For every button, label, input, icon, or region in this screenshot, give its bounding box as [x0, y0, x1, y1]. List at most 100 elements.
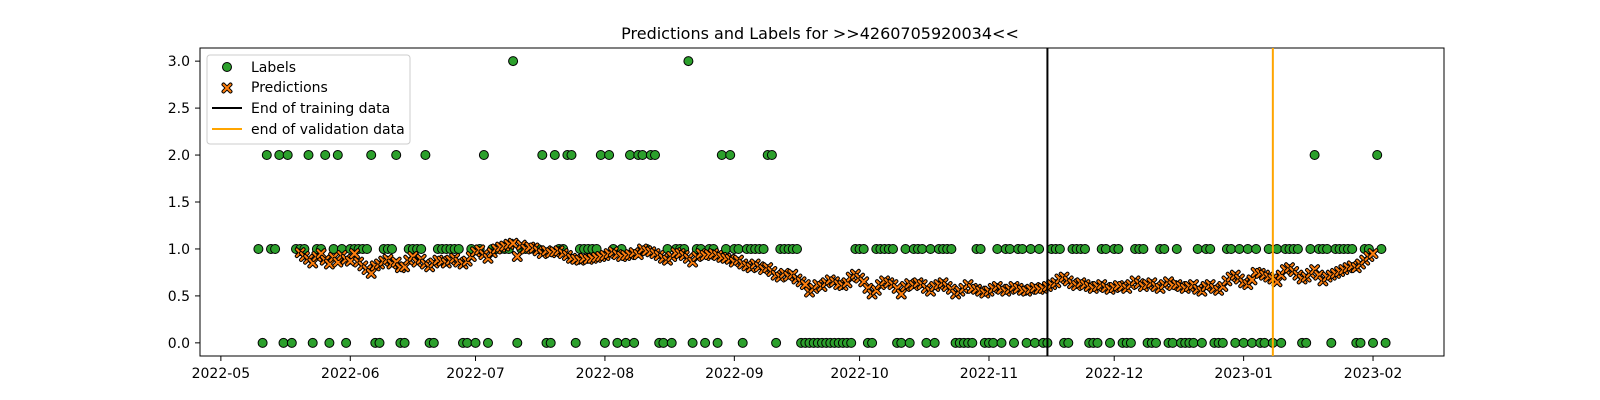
label-point — [1159, 244, 1170, 254]
label-point — [1226, 244, 1237, 254]
label-point — [387, 244, 397, 254]
label-point — [967, 337, 978, 348]
label-point — [1301, 337, 1312, 348]
prediction-point — [349, 248, 360, 259]
legend: Labels Predictions End of training data … — [206, 54, 411, 145]
label-point — [324, 337, 335, 348]
label-point — [1205, 244, 1216, 254]
label-point — [420, 150, 431, 160]
label-point — [629, 337, 640, 348]
label-point — [1230, 337, 1241, 348]
label-point — [391, 150, 402, 160]
label-point — [1029, 337, 1040, 348]
label-point — [483, 337, 493, 348]
label-point — [1372, 150, 1383, 160]
label-point — [946, 244, 957, 254]
label-point — [261, 150, 272, 160]
label-point — [620, 337, 631, 348]
label-point — [1004, 244, 1015, 254]
x-tick-label: 2022-07 — [446, 366, 505, 382]
label-point — [766, 150, 777, 160]
prediction-point — [1367, 248, 1379, 259]
label-point — [1322, 244, 1333, 254]
label-point — [904, 337, 915, 348]
x-axis: 2022-05 2022-06 2022-07 2022-08 2022-09 2022-… — [192, 356, 1402, 382]
label-point — [1171, 244, 1182, 254]
x-tick-label: 2022-10 — [830, 366, 889, 382]
label-point — [737, 337, 748, 348]
label-point — [1063, 337, 1074, 348]
label-point — [1376, 244, 1387, 254]
legend-validation-text: end of validation data — [251, 122, 405, 138]
label-point — [253, 244, 264, 254]
label-point — [896, 337, 907, 348]
label-point — [307, 337, 318, 348]
x-tick-label: 2022-08 — [576, 366, 635, 382]
label-point — [453, 244, 464, 254]
label-point — [1347, 244, 1358, 254]
x-tick-label: 2022-11 — [960, 366, 1019, 382]
legend-labels-marker — [222, 62, 232, 72]
label-point — [604, 150, 615, 160]
label-point — [366, 150, 377, 160]
label-point — [1092, 337, 1103, 348]
y-axis: 0.0 0.5 1.0 1.5 2.0 2.5 3.0 — [168, 54, 200, 352]
prediction-marker-fill — [366, 269, 376, 278]
label-point — [545, 337, 556, 348]
label-point — [1009, 337, 1019, 348]
prediction-marker-fill — [350, 249, 359, 258]
label-point — [1138, 244, 1149, 254]
label-point — [399, 337, 410, 348]
label-point — [1251, 244, 1262, 254]
label-point — [512, 337, 523, 348]
label-point — [1025, 244, 1036, 254]
x-tick-label: 2022-12 — [1085, 366, 1144, 382]
label-point — [683, 56, 694, 67]
y-tick-label: 1.0 — [168, 242, 190, 258]
label-point — [929, 337, 940, 348]
x-tick-label: 2023-01 — [1214, 366, 1273, 382]
x-tick-label: 2022-05 — [192, 366, 251, 382]
x-tick-label: 2022-09 — [705, 366, 764, 382]
label-point — [278, 337, 289, 348]
label-point — [1167, 337, 1178, 348]
label-point — [612, 337, 623, 348]
label-point — [700, 337, 711, 348]
label-point — [1217, 337, 1228, 348]
label-point — [1054, 244, 1065, 254]
label-point — [712, 337, 723, 348]
label-point — [758, 244, 769, 254]
label-point — [1368, 337, 1378, 348]
label-point — [274, 150, 285, 160]
label-point — [1242, 244, 1253, 254]
label-point — [470, 337, 481, 348]
legend-box — [206, 54, 411, 145]
label-point — [1272, 244, 1282, 254]
reference-lines — [1046, 48, 1274, 356]
prediction-point — [511, 251, 523, 262]
label-point — [1125, 337, 1136, 348]
label-point — [988, 337, 999, 348]
label-point — [1326, 337, 1337, 348]
label-point — [549, 150, 560, 160]
label-point — [1309, 150, 1320, 160]
prediction-point — [390, 256, 402, 268]
y-tick-label: 3.0 — [168, 54, 190, 70]
y-tick-label: 2.0 — [168, 148, 190, 164]
label-point — [867, 337, 878, 348]
label-point — [1034, 244, 1045, 254]
label-point — [362, 244, 372, 254]
label-point — [374, 337, 385, 348]
label-point — [462, 337, 473, 348]
label-point — [917, 244, 928, 254]
prediction-marker-fill — [800, 280, 810, 289]
label-point — [341, 337, 352, 348]
label-point — [1234, 244, 1245, 254]
label-point — [1259, 337, 1270, 348]
prediction-marker-fill — [896, 289, 906, 299]
label-point — [1100, 244, 1111, 254]
prediction-marker-fill — [1368, 249, 1378, 258]
label-point — [996, 337, 1007, 348]
prediction-marker-fill — [345, 256, 355, 266]
label-point — [303, 150, 314, 160]
